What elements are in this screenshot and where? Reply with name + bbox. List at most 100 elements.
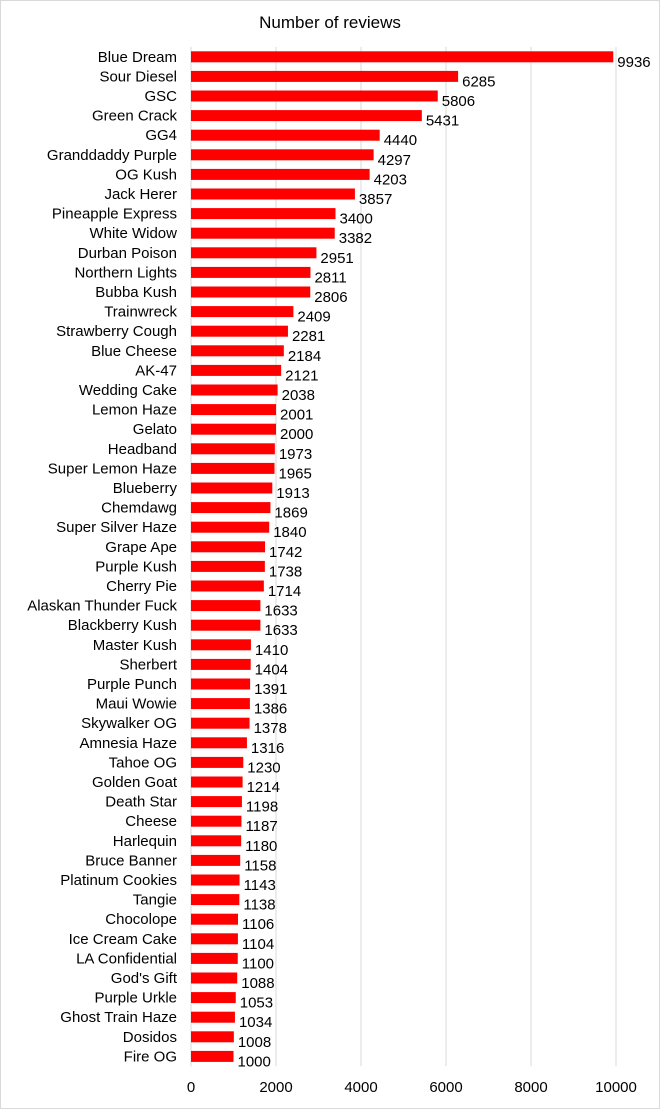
bar — [191, 384, 278, 396]
x-axis-ticks: 0 2000 4000 6000 8000 10000 — [187, 1079, 637, 1096]
bar — [191, 796, 242, 808]
category-label: Tangie — [133, 892, 177, 909]
category-label: Amnesia Haze — [79, 735, 177, 752]
data-label: 1008 — [238, 1034, 271, 1051]
category-label: Purple Urkle — [94, 990, 177, 1007]
data-label: 1138 — [243, 897, 275, 914]
data-label: 1973 — [279, 446, 312, 463]
bar — [191, 70, 459, 82]
x-tick-label: 8000 — [514, 1079, 547, 1096]
category-label: LA Confidential — [76, 950, 177, 967]
category-label: Cheese — [125, 813, 177, 830]
category-label: Chocolope — [105, 911, 177, 928]
bar — [191, 698, 250, 710]
category-label: Dosidos — [123, 1029, 177, 1046]
bar — [191, 639, 251, 651]
chart-title: Number of reviews — [259, 13, 401, 32]
category-label: Northern Lights — [74, 264, 177, 281]
bar — [191, 874, 240, 886]
category-label: Cherry Pie — [106, 578, 177, 595]
data-label: 1088 — [241, 975, 274, 992]
data-label: 5431 — [426, 113, 459, 130]
category-label: Blue Dream — [98, 49, 177, 66]
category-label: Maui Wowie — [96, 696, 177, 713]
data-label: 2811 — [314, 269, 346, 286]
category-label: Headband — [108, 441, 177, 458]
bar — [191, 600, 261, 612]
data-label: 4203 — [374, 171, 407, 188]
category-label: Ghost Train Haze — [60, 1009, 177, 1026]
bar — [191, 149, 374, 161]
bar — [191, 678, 251, 690]
category-label: Green Crack — [92, 108, 178, 125]
category-label: Skywalker OG — [81, 715, 177, 732]
bar — [191, 208, 336, 220]
data-label: 4440 — [384, 132, 417, 149]
bar — [191, 521, 270, 533]
data-label: 1965 — [279, 465, 312, 482]
bar — [191, 854, 241, 866]
category-label: GSC — [144, 88, 177, 105]
bar — [191, 110, 422, 122]
bar — [191, 992, 236, 1004]
category-label: GG4 — [145, 127, 177, 144]
category-label: Ice Cream Cake — [69, 931, 177, 948]
data-label: 1404 — [255, 661, 288, 678]
data-label: 1053 — [240, 995, 273, 1012]
bar — [191, 1011, 235, 1023]
category-label: God's Gift — [111, 970, 178, 987]
bar — [191, 90, 438, 102]
category-label: Platinum Cookies — [60, 872, 177, 889]
bar — [191, 443, 275, 455]
category-label: Blackberry Kush — [68, 617, 177, 634]
category-label: Death Star — [105, 794, 177, 811]
category-label: Master Kush — [93, 637, 177, 654]
data-label: 2121 — [285, 367, 318, 384]
bar — [191, 247, 317, 259]
category-label: Wedding Cake — [79, 382, 177, 399]
category-label: White Widow — [89, 225, 177, 242]
bar — [191, 913, 239, 925]
data-label: 1104 — [242, 936, 274, 953]
data-label: 2951 — [320, 250, 353, 267]
bar — [191, 894, 240, 906]
category-label: Sour Diesel — [99, 68, 177, 85]
data-label: 1158 — [244, 857, 276, 874]
bar — [191, 737, 247, 749]
data-label: 1378 — [254, 720, 287, 737]
bar — [191, 364, 282, 376]
data-label: 2184 — [288, 348, 321, 365]
bar — [191, 129, 380, 141]
bar — [191, 227, 335, 239]
bar — [191, 286, 311, 298]
data-label: 1198 — [246, 799, 278, 816]
category-label: Pineapple Express — [52, 206, 177, 223]
category-label: Super Silver Haze — [56, 519, 177, 536]
category-label: Golden Goat — [92, 774, 178, 791]
category-labels: Blue Dream Sour Diesel GSC Green Crack GG4 Gr… — [27, 49, 178, 1066]
category-label: Grape Ape — [105, 539, 177, 556]
x-tick-label: 4000 — [344, 1079, 377, 1096]
category-label: Fire OG — [124, 1048, 177, 1065]
bar — [191, 560, 265, 572]
data-label: 2806 — [314, 289, 347, 306]
bar — [191, 619, 261, 631]
category-label: Trainwreck — [104, 304, 177, 321]
bar — [191, 717, 250, 729]
data-label: 1913 — [276, 485, 309, 502]
category-label: OG Kush — [115, 166, 177, 183]
category-label: Lemon Haze — [92, 402, 177, 419]
category-label: Bruce Banner — [85, 852, 177, 869]
bar — [191, 756, 244, 768]
data-label: 1180 — [245, 838, 277, 855]
bar — [191, 404, 277, 416]
bar — [191, 776, 243, 788]
bar — [191, 325, 288, 337]
bar — [191, 658, 251, 670]
data-label: 1000 — [238, 1053, 271, 1070]
bar — [191, 952, 238, 964]
data-label: 1742 — [269, 544, 302, 561]
bar — [191, 266, 311, 278]
data-label: 1391 — [254, 681, 287, 698]
data-label: 1714 — [268, 583, 301, 600]
